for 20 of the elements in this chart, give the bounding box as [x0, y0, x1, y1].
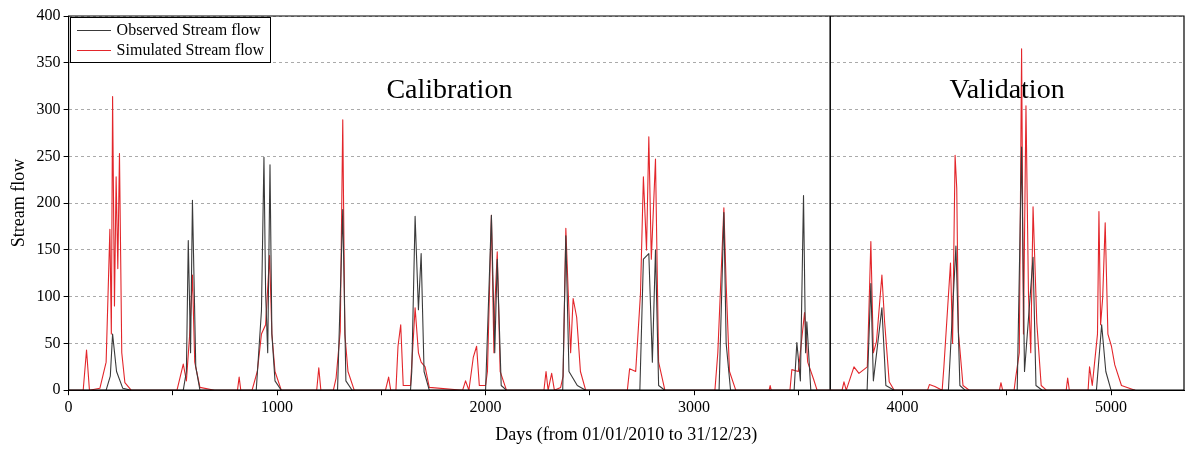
y-tick-label: 350 — [36, 52, 61, 70]
y-tick-label: 300 — [36, 99, 61, 117]
legend-label: Simulated Stream flow — [116, 40, 265, 60]
y-tick-label: 250 — [36, 146, 61, 164]
y-axis-title: Stream flow — [7, 158, 28, 248]
x-tick-label: 0 — [64, 398, 73, 415]
x-tick-label: 3000 — [678, 398, 711, 415]
y-tick-label: 0 — [52, 380, 61, 398]
x-tick-label: 5000 — [1095, 398, 1128, 415]
y-tick-label: 150 — [36, 240, 61, 258]
legend-label: Observed Stream flow — [116, 20, 261, 40]
annotation: Calibration — [386, 73, 513, 105]
x-tick-label: 4000 — [886, 398, 919, 415]
x-tick-label: 2000 — [469, 398, 502, 415]
y-tick-label: 100 — [36, 286, 61, 304]
y-tick-label: 200 — [36, 193, 61, 211]
y-tick-label: 400 — [36, 6, 61, 24]
x-axis-title: Days (from 01/01/2010 to 31/12/23) — [495, 423, 758, 445]
y-tick-label: 50 — [44, 333, 61, 351]
x-tick-label: 1000 — [261, 398, 294, 415]
